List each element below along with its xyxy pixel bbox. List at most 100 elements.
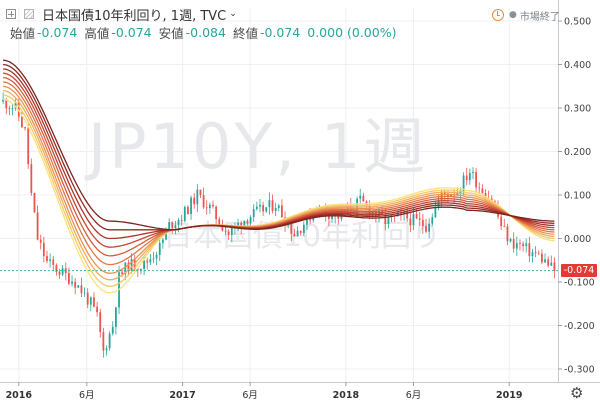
- legend-header: 日本国債10年利回り, 1週, TVC ⌄ 始値 -0.074 高値 -0.07…: [0, 0, 560, 44]
- candle-body: [215, 206, 218, 220]
- y-tick-label: -0.100: [564, 277, 595, 288]
- candle-body: [240, 222, 243, 227]
- candle-body: [293, 233, 296, 237]
- candle-body: [412, 214, 415, 226]
- chevron-down-icon[interactable]: ⌄: [229, 9, 237, 19]
- candle-body: [193, 197, 196, 205]
- candle-body: [49, 259, 52, 262]
- candle-body: [55, 264, 58, 272]
- candle-body: [443, 191, 446, 195]
- candle-body: [2, 99, 5, 102]
- candle-body: [331, 216, 333, 219]
- watermark-symbol: JP10Y, 1週: [84, 110, 428, 183]
- candle-body: [415, 214, 418, 219]
- candle-body: [24, 127, 26, 129]
- high-label: 高値: [84, 25, 110, 41]
- candle-body: [255, 206, 258, 210]
- candle-body: [171, 222, 174, 229]
- candle-body: [96, 306, 99, 313]
- candle-body: [46, 256, 48, 262]
- low-value: -0.084: [185, 24, 226, 40]
- candle-body: [475, 171, 478, 188]
- candle-body: [540, 253, 543, 263]
- candle-body: [484, 193, 487, 199]
- candle-body: [418, 218, 421, 220]
- candle-body: [227, 231, 230, 235]
- candle-body: [515, 243, 518, 249]
- market-status-label: 市場終了: [519, 11, 560, 23]
- candle-body: [155, 254, 158, 259]
- candle-body: [27, 128, 30, 165]
- candle-body: [168, 222, 171, 231]
- x-tick-label: 6月: [406, 390, 422, 401]
- candle-body: [550, 262, 553, 266]
- low-label: 安値: [158, 25, 184, 41]
- candle-body: [205, 207, 208, 209]
- candle-body: [130, 258, 133, 271]
- candle-body: [544, 259, 546, 263]
- candle-body: [547, 259, 550, 266]
- candle-body: [71, 281, 73, 284]
- symbol-title[interactable]: 日本国債10年利回り, 1週, TVC: [42, 8, 227, 24]
- gear-icon[interactable]: ⚙: [570, 384, 584, 402]
- candle-body: [136, 269, 139, 270]
- candle-body: [359, 195, 362, 199]
- candle-body: [108, 333, 111, 349]
- candle-body: [428, 223, 431, 232]
- y-tick-label: 0.100: [564, 191, 591, 202]
- candle-body: [121, 272, 124, 275]
- candle-body: [68, 273, 70, 284]
- candle-body: [196, 189, 199, 205]
- candle-body: [17, 102, 20, 117]
- candle-body: [174, 225, 177, 229]
- candle-body: [5, 99, 8, 109]
- candle-body: [8, 108, 11, 110]
- candle-body: [102, 332, 105, 351]
- market-status[interactable]: ● 市場終了: [492, 8, 560, 23]
- candle-body: [83, 292, 86, 294]
- candle-body: [277, 205, 280, 208]
- collapse-icon[interactable]: [6, 9, 16, 19]
- candle-body: [199, 189, 202, 196]
- candle-body: [440, 191, 443, 201]
- x-tick-label: 2017: [169, 390, 195, 401]
- candle-body: [425, 226, 427, 232]
- candle-body: [468, 172, 471, 181]
- candle-body: [481, 188, 484, 194]
- watermark-description: 日本国債10年利回り: [163, 219, 441, 254]
- candle-body: [274, 207, 277, 211]
- candle-body: [268, 200, 271, 208]
- candle-body: [89, 297, 92, 305]
- candle-body: [553, 262, 556, 271]
- candle-body: [93, 297, 95, 307]
- clock-icon: [492, 9, 504, 21]
- candle-body: [161, 239, 164, 243]
- x-tick-label: 6月: [242, 390, 258, 401]
- candle-body: [465, 175, 468, 181]
- ma-ribbon-line: [2, 85, 555, 274]
- candle-body: [302, 224, 305, 233]
- candle-body: [202, 195, 205, 208]
- candle-body: [190, 197, 192, 215]
- candle-body: [224, 230, 227, 232]
- candle-body: [327, 214, 330, 219]
- symbol-icon: [24, 9, 34, 19]
- y-tick-label: -0.200: [564, 321, 595, 332]
- last-price-tag: -0.074: [561, 264, 597, 278]
- candle-body: [447, 194, 449, 197]
- candle-body: [212, 204, 214, 207]
- candle-body: [11, 108, 14, 110]
- candle-body: [290, 223, 293, 234]
- candle-body: [140, 268, 142, 270]
- candle-body: [158, 242, 161, 255]
- open-value: -0.074: [37, 24, 78, 40]
- candle-body: [105, 348, 108, 351]
- candle-body: [149, 259, 152, 263]
- candle-body: [396, 213, 399, 217]
- candle-body: [362, 195, 365, 202]
- candle-body: [127, 262, 130, 271]
- candle-body: [522, 243, 524, 246]
